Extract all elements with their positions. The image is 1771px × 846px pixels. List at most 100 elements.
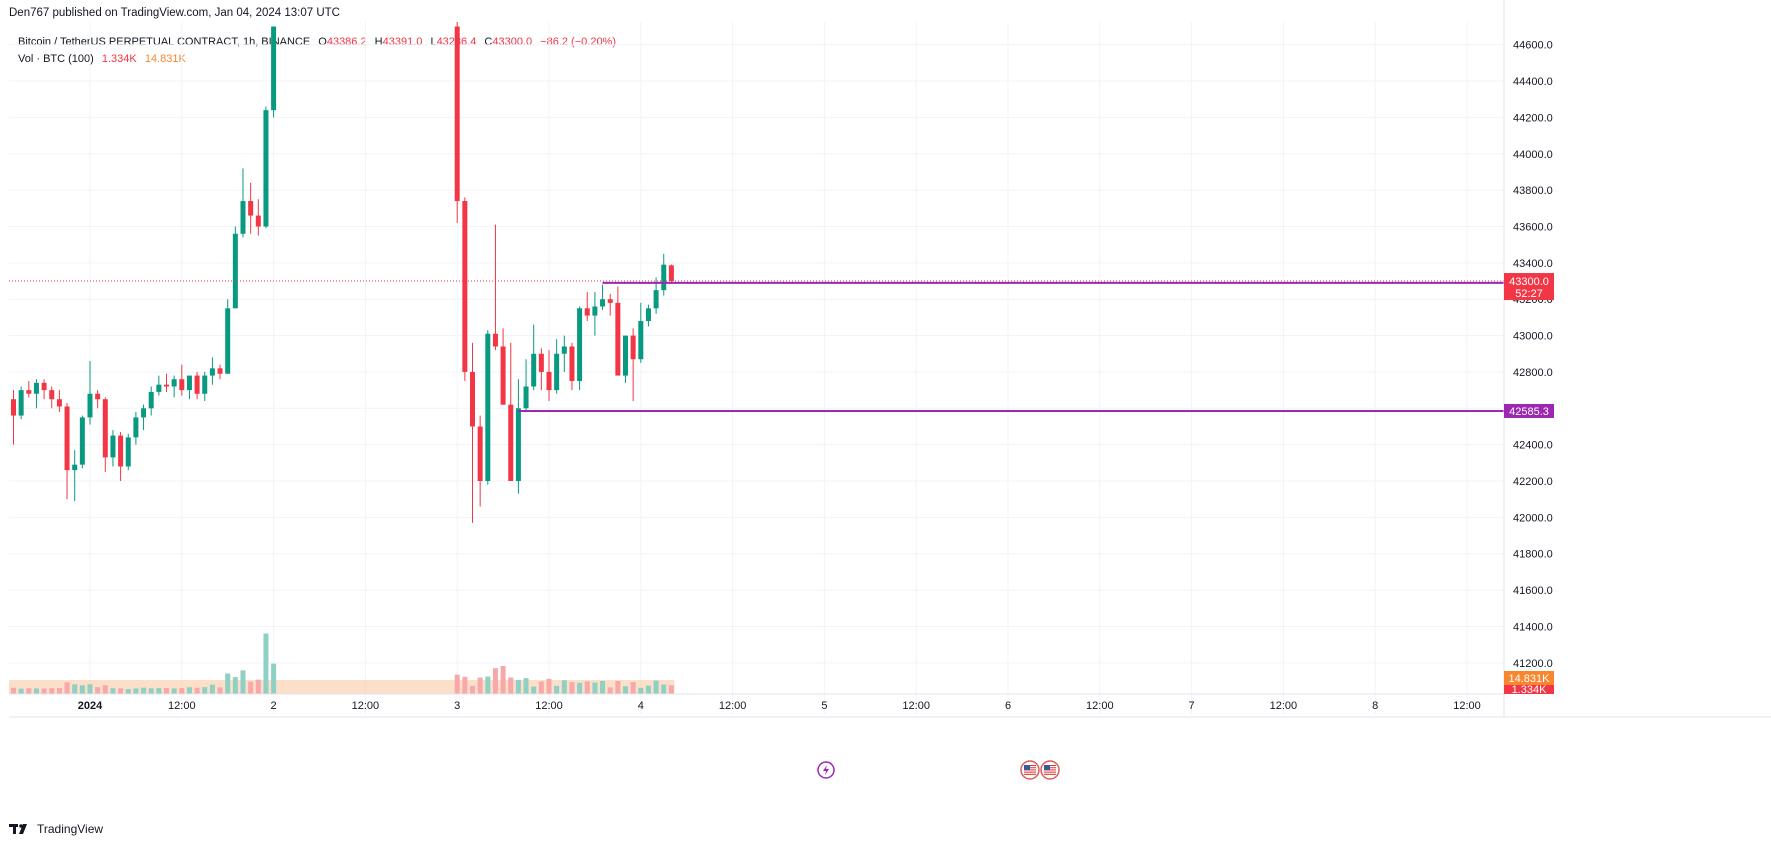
volume-bar	[515, 679, 521, 694]
candle-body	[592, 306, 598, 316]
volume-bar	[110, 688, 116, 694]
volume-bar	[64, 682, 70, 694]
volume-bar	[492, 668, 498, 694]
volume-bar	[95, 687, 101, 694]
price-tick-label: 43000.0	[1513, 331, 1553, 343]
volume-bar	[271, 663, 277, 694]
candle-body	[217, 368, 223, 374]
volume-bars	[9, 633, 675, 694]
time-tick-label: 8	[1372, 700, 1378, 712]
volume-bar	[554, 685, 560, 694]
price-tick-label: 44400.0	[1513, 76, 1553, 88]
volume-bar	[18, 688, 24, 694]
candle-body	[584, 308, 590, 316]
candle-body	[186, 375, 192, 391]
candle-body	[462, 201, 468, 372]
time-tick-label: 12:00	[719, 700, 747, 712]
volume-bar	[584, 681, 590, 694]
candle-body	[240, 201, 246, 234]
volume-bar	[56, 688, 62, 694]
candle-body	[470, 371, 475, 427]
time-tick-label: 12:00	[168, 700, 196, 712]
price-tick-label: 42200.0	[1513, 476, 1553, 488]
volume-ma-badge-label: 14.831K	[1509, 673, 1551, 685]
volume-value: 1.334K	[101, 53, 137, 65]
tradingview-logo-icon	[9, 824, 27, 834]
time-tick-label: 7	[1189, 700, 1195, 712]
volume-bar	[630, 682, 636, 694]
volume-bar	[569, 682, 575, 694]
volume-bar	[164, 687, 169, 694]
price-tick-label: 44000.0	[1513, 149, 1553, 161]
publish-info: Den767 published on TradingView.com, Jan…	[9, 7, 340, 19]
candle-body	[653, 290, 659, 309]
candle-body	[141, 408, 147, 418]
candle-body	[515, 408, 521, 482]
candle-body	[72, 464, 78, 471]
horizontal-levels	[9, 280, 1504, 412]
candle-body	[33, 382, 39, 394]
volume-bar	[72, 684, 78, 694]
candle-body	[615, 302, 621, 376]
candle-body	[271, 26, 277, 111]
candle-body	[164, 384, 169, 387]
candle-body	[531, 353, 537, 387]
volume-last-badge-label: 1.334K	[1512, 684, 1548, 696]
time-tick-label: 12:00	[535, 700, 563, 712]
volume-bar	[87, 684, 93, 694]
candle-body	[118, 435, 124, 467]
volume-title[interactable]: Vol · BTC (100)	[18, 53, 94, 65]
candle-body	[668, 265, 674, 282]
candle-body	[607, 299, 613, 303]
candle-body	[561, 346, 567, 354]
volume-bar	[194, 687, 200, 694]
candle-body	[454, 26, 460, 202]
candle-body	[26, 390, 32, 394]
candle-body	[477, 426, 483, 482]
candle-body	[538, 353, 544, 372]
volume-bar	[156, 688, 162, 694]
price-tick-label: 43600.0	[1513, 222, 1553, 234]
time-tick-label: 12:00	[352, 700, 380, 712]
volume-bar	[186, 687, 192, 694]
last-price-label: 43300.0	[1509, 276, 1549, 288]
volume-bar	[470, 685, 475, 694]
volume-ma-badge	[1504, 671, 1554, 685]
candle-body	[638, 321, 644, 360]
candle-body	[171, 379, 177, 387]
volume-bar	[485, 676, 491, 694]
volume-bar	[477, 677, 483, 694]
lightning-icon	[817, 761, 835, 779]
candle-body	[248, 201, 254, 216]
chart-grid	[9, 22, 1503, 714]
volume-bar	[577, 682, 583, 694]
volume-bar	[148, 688, 154, 694]
us-flag-icon	[1020, 760, 1040, 780]
volume-bar	[141, 687, 147, 694]
candle-body	[255, 215, 261, 227]
volume-bar	[179, 688, 185, 694]
price-tick-label: 42800.0	[1513, 367, 1553, 379]
volume-bar	[133, 688, 139, 694]
brand-name: TradingView	[37, 822, 104, 836]
candle-body	[87, 393, 93, 418]
volume-bar	[645, 685, 651, 694]
volume-bar	[600, 680, 606, 694]
candle-body	[508, 404, 514, 482]
volume-bar	[668, 685, 674, 694]
volume-bar	[508, 677, 514, 694]
volume-bar	[26, 688, 32, 694]
level-badge-label: 42585.3	[1509, 406, 1549, 418]
axes: 41200.0 41400.0 41600.0 41800.0 42000.0 42200…	[9, 0, 1771, 718]
tradingview-footer[interactable]: TradingView	[9, 822, 103, 836]
volume-bar	[248, 681, 254, 694]
last-price-badge	[1504, 273, 1554, 301]
event-icons	[817, 760, 1060, 780]
volume-bar	[263, 633, 269, 694]
time-tick-label: 12:00	[902, 700, 930, 712]
volume-ma-band	[9, 680, 675, 694]
volume-bar	[623, 686, 628, 694]
volume-bar	[125, 689, 131, 694]
volume-bar	[217, 687, 223, 694]
